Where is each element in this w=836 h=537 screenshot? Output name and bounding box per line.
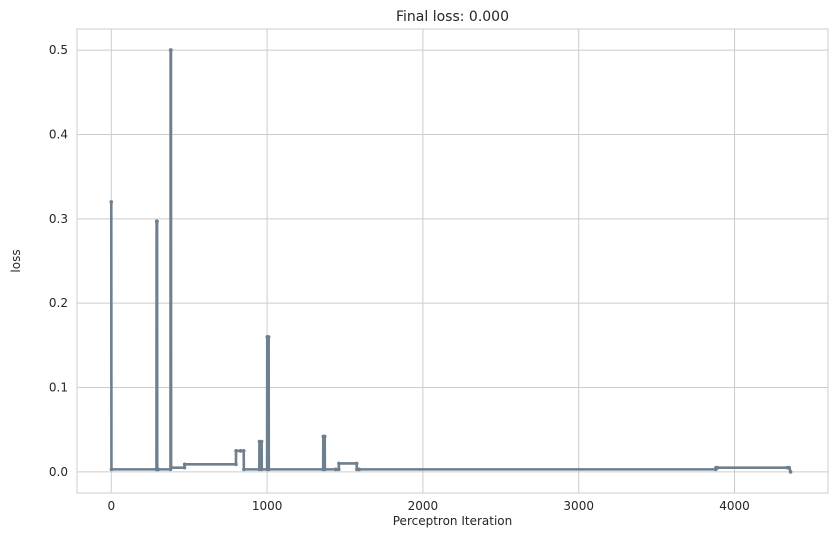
data-point: [259, 467, 264, 472]
data-point: [267, 467, 271, 472]
data-point: [715, 465, 720, 470]
y-tick-labels: 0.0 0.1 0.2 0.3 0.4 0.5: [49, 43, 68, 479]
series-line-0: [109, 48, 792, 474]
data-point: [266, 335, 271, 339]
data-point: [241, 449, 246, 453]
y-tick-label: 0.2: [49, 296, 68, 310]
data-point: [156, 467, 160, 472]
data-point: [182, 462, 187, 467]
y-axis-label: loss: [9, 249, 23, 272]
series-layer: [109, 48, 793, 474]
x-axis-label: Perceptron Iteration: [393, 514, 513, 528]
data-point: [322, 434, 327, 439]
y-tick-label: 0.3: [49, 212, 68, 226]
chart-title: Final loss: 0.000: [396, 9, 509, 25]
data-point: [234, 462, 238, 467]
x-tick-label: 4000: [719, 499, 750, 513]
x-tick-label: 3000: [563, 499, 594, 513]
data-point: [259, 439, 264, 444]
data-point: [257, 467, 262, 472]
data-point: [109, 200, 114, 204]
data-point: [323, 467, 327, 472]
data-point: [787, 465, 791, 470]
data-point: [234, 449, 238, 453]
data-point: [155, 219, 159, 224]
data-point: [169, 465, 173, 470]
data-point: [788, 470, 793, 474]
data-point: [334, 467, 338, 472]
grid-layer: [77, 29, 828, 493]
data-point: [336, 467, 341, 472]
x-tick-label: 0: [107, 499, 115, 513]
y-tick-label: 0.0: [49, 465, 68, 479]
x-tick-labels: 0 1000 2000 3000 4000: [107, 499, 749, 513]
data-point: [169, 48, 173, 52]
data-point: [242, 467, 246, 472]
x-tick-label: 2000: [408, 499, 439, 513]
y-tick-label: 0.4: [49, 127, 68, 141]
y-tick-label: 0.1: [49, 381, 68, 395]
data-point: [337, 461, 341, 466]
data-point: [109, 467, 114, 472]
data-point: [182, 465, 187, 470]
data-point: [238, 449, 243, 453]
data-point: [357, 467, 361, 472]
data-point: [354, 461, 359, 466]
plot-frame: [76, 28, 829, 494]
y-tick-label: 0.5: [49, 43, 68, 57]
series-markers-0: [109, 48, 793, 474]
x-tick-label: 1000: [252, 499, 283, 513]
